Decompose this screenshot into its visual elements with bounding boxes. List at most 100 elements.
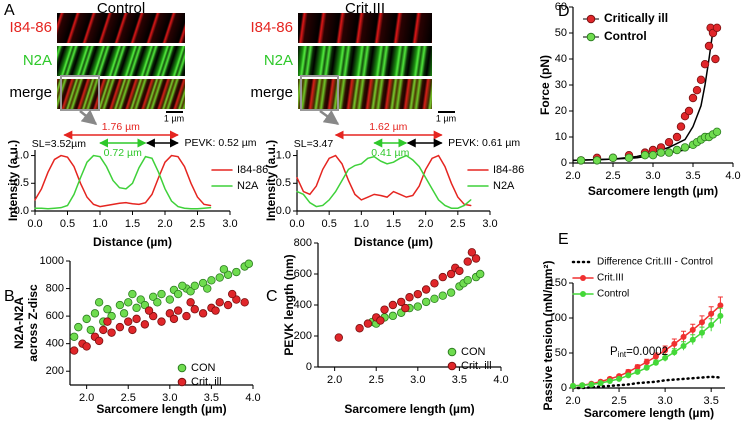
x-tick-label: 0.0	[27, 218, 42, 230]
x-axis-title: Sarcomere length (µm)	[344, 402, 474, 416]
legend-marker	[586, 32, 596, 42]
y-tick-label: 0	[306, 361, 312, 373]
point	[203, 284, 212, 293]
annotation: 0.72 µm	[104, 147, 142, 159]
panel-letter: A	[4, 2, 15, 19]
x-tick-label: 4.0	[493, 374, 508, 386]
point	[684, 106, 694, 116]
point	[244, 259, 254, 268]
y-tick-label: 600	[46, 310, 64, 322]
x-tick-label: 3.0	[482, 218, 497, 230]
legend-label: CON	[191, 362, 216, 374]
point	[115, 322, 125, 332]
x-tick-label: 2.5	[605, 170, 620, 182]
x-tick-label: 2.0	[418, 218, 433, 230]
point	[153, 298, 162, 307]
y-tick-label: 800	[46, 282, 64, 294]
point	[124, 298, 133, 307]
point	[712, 23, 722, 32]
y-tick-label: 150	[549, 277, 567, 289]
y-tick-label: 0	[561, 157, 567, 169]
point	[700, 59, 710, 69]
channel-label: merge	[9, 84, 52, 101]
point	[148, 311, 158, 321]
y-tick-label: 400	[294, 299, 312, 311]
point	[190, 305, 199, 314]
panel-letter: E	[558, 231, 569, 248]
y-tick-label: 0.0	[276, 205, 291, 217]
point	[688, 93, 698, 103]
point	[712, 127, 722, 136]
point	[107, 328, 116, 337]
channel-label: N2A	[23, 52, 52, 69]
x-tick-label: 1.0	[354, 218, 369, 230]
point	[648, 150, 658, 160]
point	[228, 289, 237, 299]
point	[430, 279, 439, 288]
point	[689, 326, 696, 333]
point	[94, 336, 104, 346]
x-tick-label: 3.0	[410, 374, 425, 386]
point	[430, 294, 439, 303]
legend-label: Crit. ill	[191, 376, 222, 388]
y-tick-label: 600	[294, 268, 312, 280]
x-tick-label: 0.0	[289, 218, 304, 230]
point	[90, 309, 100, 318]
point	[671, 349, 678, 356]
point	[198, 278, 208, 288]
y-tick-label: 60	[555, 1, 567, 13]
point	[616, 375, 623, 382]
point	[413, 302, 423, 311]
p-value-annotation: Pint=0.0002	[610, 346, 668, 359]
point	[608, 153, 618, 162]
x-tick-label: 3.0	[657, 395, 672, 407]
point	[680, 143, 690, 152]
y-tick-label: 400	[46, 338, 64, 350]
x-tick-label: 3.0	[162, 392, 177, 404]
y-axis-title: Intensity (a.u.)	[264, 140, 278, 221]
point	[711, 54, 720, 64]
y-tick-label: 0.0	[14, 205, 29, 217]
point	[656, 148, 666, 157]
image-title: Control	[97, 0, 145, 17]
legend-marker	[586, 14, 596, 24]
annotation: 1.76 µm	[102, 121, 140, 133]
channel-label: N2A	[264, 52, 293, 69]
y-tick-label: 30	[555, 79, 567, 91]
point	[334, 333, 343, 342]
point	[157, 289, 166, 299]
y-axis-title: N2A-N2A	[12, 297, 26, 349]
point	[103, 305, 112, 314]
point	[144, 306, 154, 315]
x-tick-label: 2.0	[565, 170, 580, 182]
legend-marker	[447, 347, 457, 357]
point	[103, 317, 112, 326]
point	[376, 316, 385, 325]
legend-marker	[580, 275, 586, 281]
point	[652, 359, 659, 366]
point	[388, 300, 398, 310]
y-tick-label: 1.0	[14, 149, 29, 161]
point	[215, 298, 224, 307]
roi-arrow	[79, 109, 98, 125]
channel-label: merge	[250, 84, 293, 101]
legend-label: N2A	[493, 180, 515, 192]
x-axis-title: Distance (µm)	[93, 235, 172, 249]
channel-label: I84-86	[9, 19, 52, 36]
point	[178, 281, 187, 290]
point	[476, 269, 485, 279]
point	[672, 132, 682, 142]
point	[421, 297, 431, 307]
p-value: =0.0002	[626, 346, 668, 358]
x-tick-label: 3.0	[222, 218, 237, 230]
point	[128, 325, 137, 335]
point	[355, 324, 364, 333]
x-tick-label: 3.5	[704, 395, 719, 407]
x-tick-label: 2.0	[157, 218, 172, 230]
x-axis-title: Distance (µm)	[354, 235, 433, 249]
legend-label: I84-86	[493, 164, 524, 176]
point	[232, 267, 241, 277]
point	[182, 311, 191, 321]
point	[132, 314, 141, 324]
